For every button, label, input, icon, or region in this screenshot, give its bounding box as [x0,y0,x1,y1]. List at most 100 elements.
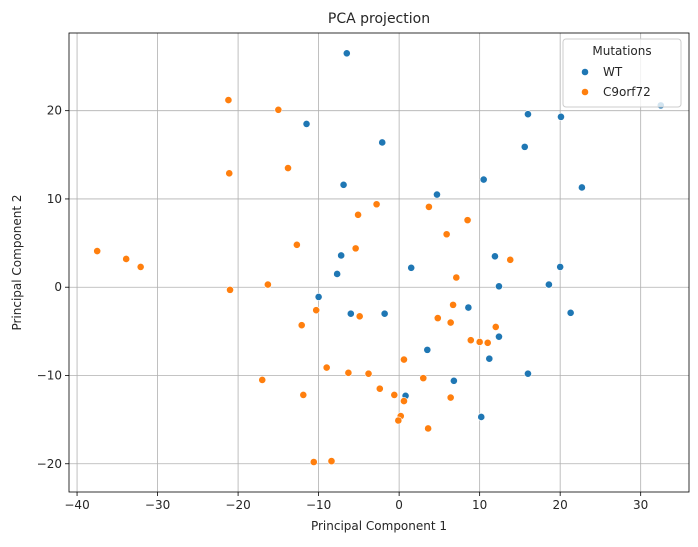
series-wt [302,49,665,421]
legend-entry-label: C9orf72 [603,85,651,99]
data-point [226,285,234,294]
x-tick-label: −40 [64,498,89,512]
points [93,49,665,466]
x-tick-label: −30 [145,498,170,512]
data-point [394,416,403,425]
series-c9orf72 [93,96,515,466]
data-point [524,369,532,378]
data-point [339,180,348,189]
x-tick-label: −20 [225,498,250,512]
legend-items: WT C9orf72 [581,65,651,99]
y-tick-label: 0 [54,280,62,294]
y-tick-label: −20 [37,457,62,471]
data-point [292,240,301,249]
data-point [491,252,499,261]
data-point [302,120,311,128]
x-tick-label: 0 [395,498,403,512]
data-point [309,458,318,466]
data-point [483,338,492,347]
legend-entry-label: WT [603,65,623,79]
legend: Mutations WT C9orf72 [562,38,682,108]
data-point [346,309,355,318]
data-point [314,293,323,301]
data-point [464,303,473,312]
chart-title: PCA projection [328,11,430,27]
x-tick-label: −10 [306,498,331,512]
data-point [372,200,381,209]
data-point [312,306,321,315]
y-tick-label: 20 [47,104,62,118]
data-point [419,374,428,383]
data-point [224,96,233,104]
data-point [225,169,234,178]
data-point [425,202,433,211]
data-point [449,376,458,385]
data-point [390,391,399,399]
data-point [400,397,408,405]
data-point [477,413,486,421]
data-point [506,255,515,264]
x-tick-label: 30 [633,498,648,512]
y-tick-label: 10 [47,192,62,206]
data-point [327,457,336,466]
data-point [424,424,433,433]
data-point [136,263,145,271]
data-point [449,300,457,309]
data-point [463,216,472,225]
y-axis-label: Principal Component 2 [10,194,24,330]
data-point [122,255,131,263]
data-point [351,244,360,253]
data-point [466,336,475,345]
data-point [475,338,484,346]
legend-marker [581,68,589,76]
data-point [380,309,389,318]
ticks: −40 −30 −20 −10 0 10 20 30 −20 −10 0 10 20 [37,104,649,512]
data-point [378,138,387,147]
data-point [355,312,364,321]
x-tick-label: 10 [472,498,487,512]
data-point [544,280,553,289]
data-point [407,263,416,272]
legend-marker [581,88,589,96]
data-point [375,384,384,393]
data-point [556,263,565,271]
data-point [433,314,442,323]
data-point [520,142,529,151]
data-point [442,230,451,239]
data-point [446,393,455,402]
data-point [446,318,455,327]
data-point [274,105,283,114]
data-point [299,391,308,399]
data-point [333,270,342,278]
grid [69,33,689,492]
data-point [485,354,494,363]
data-point [566,308,575,317]
x-axis-label: Principal Component 1 [311,519,447,533]
data-point [479,175,488,184]
legend-box [562,38,682,108]
x-tick-label: 20 [553,498,568,512]
data-point [337,251,346,260]
data-point [284,164,292,172]
data-point [93,247,102,255]
legend-title: Mutations [592,44,651,58]
data-point [557,112,565,121]
data-point [263,280,272,289]
data-point [322,363,331,372]
data-point [423,345,432,354]
data-point [491,323,500,331]
data-point [524,110,532,119]
data-point [495,332,503,341]
data-point [354,210,362,219]
data-point [495,282,503,291]
data-point [400,355,408,364]
data-point [452,273,461,282]
data-point [433,190,441,199]
data-point [342,49,351,58]
data-point [297,321,306,330]
data-point [258,375,267,384]
data-point [578,183,586,192]
plot-frame [68,32,690,493]
data-point [344,368,353,377]
